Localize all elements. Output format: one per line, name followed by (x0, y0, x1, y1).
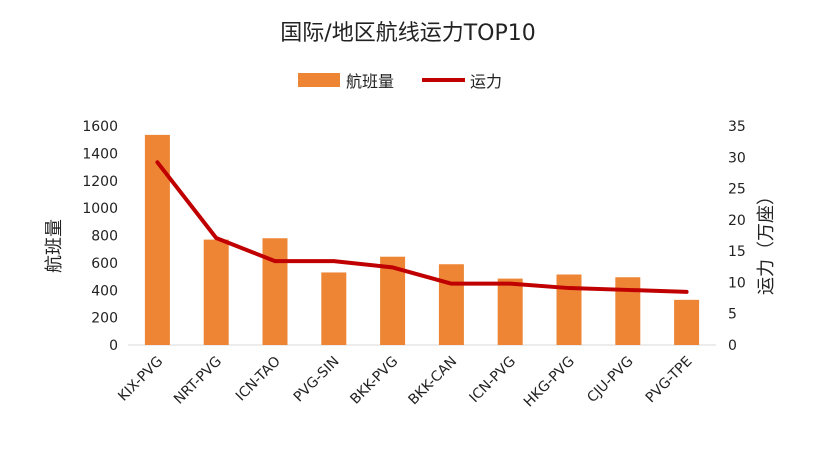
legend: 航班量 运力 (298, 72, 502, 91)
x-tick-label: NRT-PVG (171, 354, 225, 408)
bar-cju-pvg (615, 277, 641, 345)
left-tick-label: 600 (91, 256, 118, 272)
x-tick-label: BKK-PVG (347, 354, 401, 408)
x-tick-label: HKG-PVG (521, 354, 578, 411)
bar-icn-tao (262, 238, 288, 345)
right-axis-title: 运力（万座） (756, 187, 777, 295)
right-tick-label: 35 (728, 119, 746, 135)
capacity-line (155, 160, 689, 294)
bar-bkk-can (438, 264, 464, 345)
left-axis-ticks: 0 200 400 600 800 1000 1200 1400 1600 (82, 119, 118, 354)
x-tick-label: PVG-TPE (643, 354, 696, 407)
right-tick-label: 30 (728, 150, 746, 166)
right-tick-label: 25 (728, 182, 746, 198)
left-axis-title: 航班量 (44, 219, 65, 273)
x-tick-label: BKK-CAN (406, 354, 461, 409)
chart-title: 国际/地区航线运力TOP10 (280, 21, 535, 46)
left-tick-label: 200 (91, 311, 118, 327)
x-tick-label: CJU-PVG (584, 354, 636, 406)
x-tick-label: ICN-TAO (233, 354, 284, 405)
left-tick-label: 1000 (82, 201, 118, 217)
bar-hkg-pvg (556, 274, 582, 345)
left-tick-label: 1200 (82, 174, 118, 190)
legend-label-line: 运力 (470, 72, 502, 91)
right-tick-label: 10 (728, 275, 746, 291)
bar-pvg-sin (321, 272, 347, 345)
right-axis-ticks: 0 5 10 15 20 25 30 35 (728, 119, 746, 354)
left-tick-label: 800 (91, 229, 118, 245)
right-tick-label: 0 (728, 338, 737, 354)
line-series (155, 160, 689, 294)
bar-pvg-tpe (674, 299, 700, 345)
x-tick-label: KIX-PVG (115, 354, 166, 405)
left-tick-label: 1600 (82, 119, 118, 135)
x-axis-ticks: KIX-PVG NRT-PVG ICN-TAO PVG-SIN BKK-PVG BKK-C… (115, 354, 695, 411)
bar-kix-pvg (144, 134, 170, 345)
legend-label-bar: 航班量 (346, 72, 394, 91)
bar-series (144, 134, 700, 345)
legend-swatch-bar (298, 73, 340, 87)
x-tick-label: ICN-PVG (466, 354, 519, 407)
bar-icn-pvg (497, 278, 523, 345)
x-tick-label: PVG-SIN (291, 354, 343, 406)
right-tick-label: 5 (728, 307, 737, 323)
left-tick-label: 0 (109, 338, 118, 354)
right-tick-label: 20 (728, 213, 746, 229)
left-tick-label: 400 (91, 283, 118, 299)
bar-nrt-pvg (203, 239, 229, 345)
right-tick-label: 15 (728, 244, 746, 260)
left-tick-label: 1400 (82, 146, 118, 162)
